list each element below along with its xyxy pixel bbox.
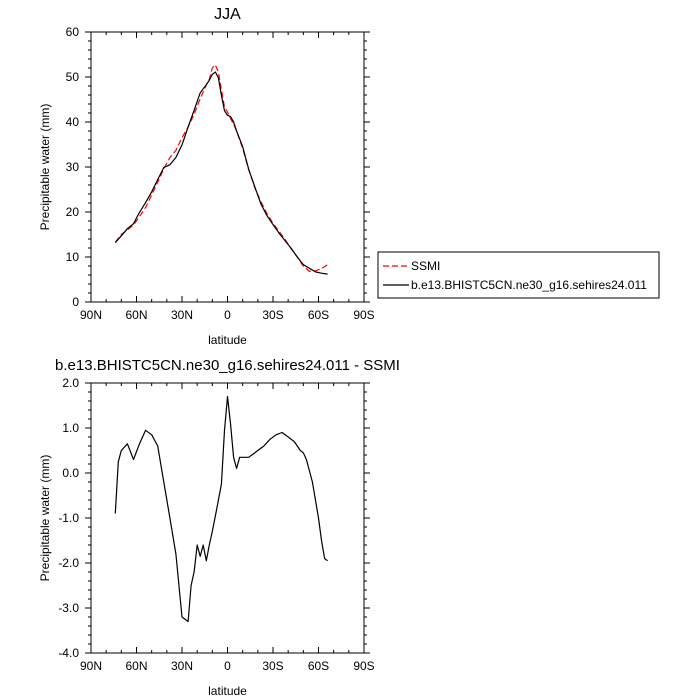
x-tick-label: 60N xyxy=(125,308,147,322)
y-tick-label: 0.0 xyxy=(62,466,79,480)
x-axis-label: latitude xyxy=(208,333,247,347)
y-tick-label: 60 xyxy=(66,25,80,39)
y-tick-label: 1.0 xyxy=(62,421,79,435)
x-tick-label: 60N xyxy=(125,659,147,673)
x-tick-label: 90S xyxy=(353,308,374,322)
chart-2: b.e13.BHISTC5CN.ne30_g16.sehires24.011 -… xyxy=(38,357,400,698)
x-axis-label: latitude xyxy=(208,684,247,698)
series-line-1 xyxy=(114,395,328,623)
x-tick-label: 0 xyxy=(224,659,231,673)
y-tick-label: 0 xyxy=(72,295,79,309)
x-tick-label: 30S xyxy=(262,308,283,322)
y-tick-label: 20 xyxy=(66,205,80,219)
y-tick-label: 30 xyxy=(66,160,80,174)
series-line-2 xyxy=(114,71,328,275)
y-tick-label: -4.0 xyxy=(58,646,79,660)
legend-box xyxy=(377,251,660,299)
chart-1: JJA 90N 60N 30N 0 30S 60S 90S 0 10 20 30 40 50 60 latit… xyxy=(38,6,660,347)
y-tick-label: 2.0 xyxy=(62,376,79,390)
x-tick-label: 30N xyxy=(171,659,193,673)
y-tick-label: 10 xyxy=(66,250,80,264)
legend-label-1: SSMI xyxy=(411,259,440,273)
x-tick-label: 90N xyxy=(80,308,102,322)
y-axis-label: Precipitable water (mm) xyxy=(38,104,52,231)
x-tick-label: 90N xyxy=(80,659,102,673)
x-tick-label: 90S xyxy=(353,659,374,673)
x-tick-label: 30N xyxy=(171,308,193,322)
chart-title: b.e13.BHISTC5CN.ne30_g16.sehires24.011 -… xyxy=(55,357,400,374)
x-tick-label: 30S xyxy=(262,659,283,673)
x-tick-label: 0 xyxy=(224,308,231,322)
legend-label-2: b.e13.BHISTC5CN.ne30_g16.sehires24.011 xyxy=(411,278,647,292)
y-tick-label: -1.0 xyxy=(58,511,79,525)
y-tick-label: -2.0 xyxy=(58,556,79,570)
y-tick-label: -3.0 xyxy=(58,601,79,615)
legend: SSMI b.e13.BHISTC5CN.ne30_g16.sehires24.0… xyxy=(377,251,660,299)
x-tick-label: 60S xyxy=(308,659,329,673)
x-tick-label: 60S xyxy=(308,308,329,322)
plot-frame xyxy=(90,31,365,303)
y-tick-label: 40 xyxy=(66,115,80,129)
y-tick-label: 50 xyxy=(66,70,80,84)
y-axis-label: Precipitable water (mm) xyxy=(38,455,52,582)
plot-frame xyxy=(90,382,365,654)
chart-title: JJA xyxy=(214,6,241,23)
